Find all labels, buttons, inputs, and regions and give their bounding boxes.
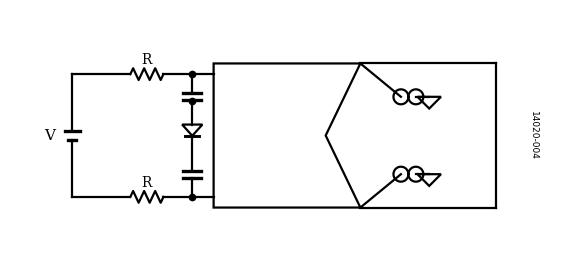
- Text: R: R: [142, 176, 152, 190]
- Text: R: R: [142, 53, 152, 67]
- Text: 14020-004: 14020-004: [529, 111, 538, 160]
- Text: V: V: [44, 128, 55, 143]
